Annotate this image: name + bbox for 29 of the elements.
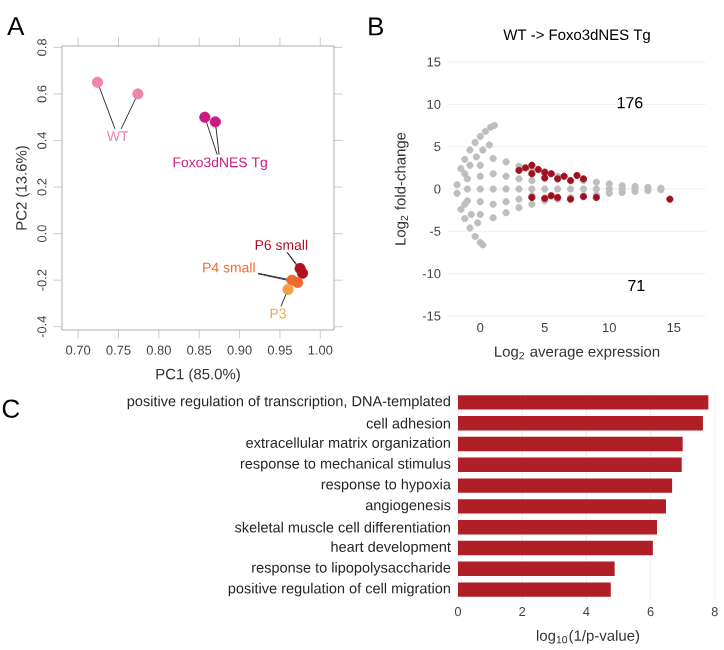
point xyxy=(132,88,144,100)
point xyxy=(292,276,304,289)
bar xyxy=(458,436,683,452)
point xyxy=(666,195,674,203)
bar xyxy=(458,457,682,473)
point xyxy=(560,172,568,180)
point xyxy=(521,164,529,172)
point xyxy=(209,116,221,128)
point xyxy=(547,192,555,200)
bar xyxy=(458,395,709,410)
point xyxy=(296,267,309,279)
point xyxy=(91,76,104,88)
text: C xyxy=(2,399,20,418)
bar xyxy=(458,582,611,597)
bar xyxy=(458,540,653,556)
bar xyxy=(458,499,666,514)
text: B xyxy=(369,17,384,36)
bar xyxy=(458,561,615,576)
point xyxy=(282,283,294,296)
point xyxy=(573,171,581,180)
bar xyxy=(458,520,658,535)
point xyxy=(566,176,575,185)
bar xyxy=(458,416,703,431)
bar xyxy=(458,478,673,493)
point xyxy=(528,161,536,169)
text: A xyxy=(7,17,25,36)
point xyxy=(547,170,555,178)
point xyxy=(534,165,542,174)
point xyxy=(199,111,211,123)
